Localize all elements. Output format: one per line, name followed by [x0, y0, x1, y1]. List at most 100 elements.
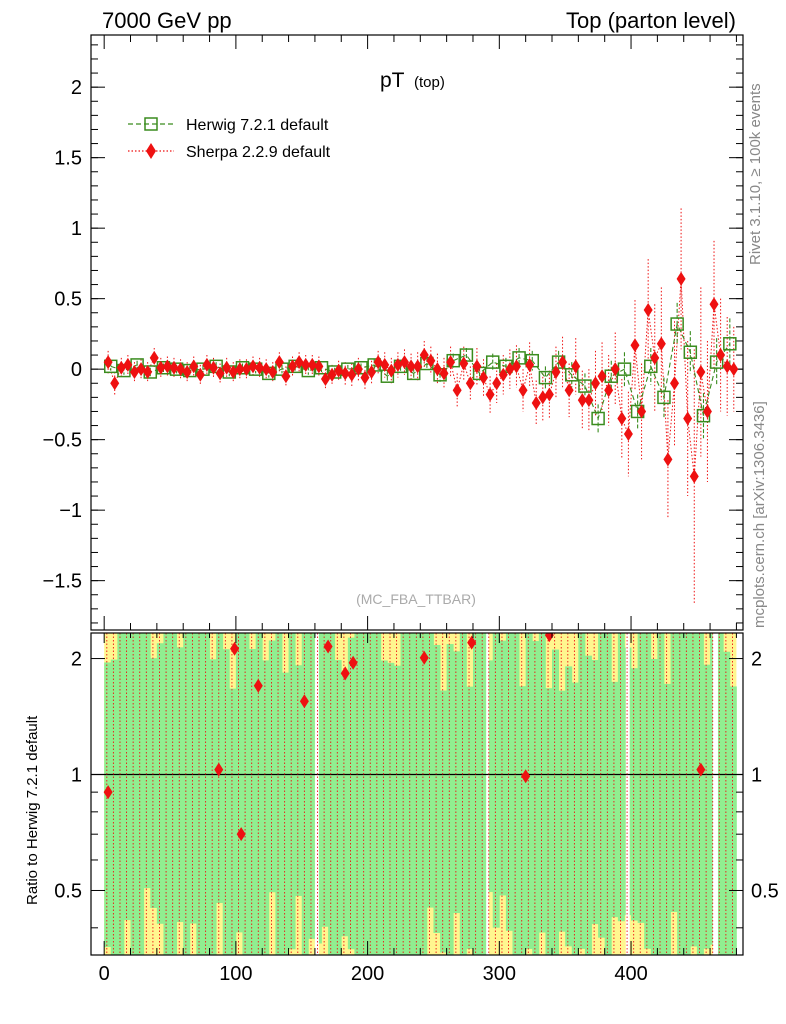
- ratio-inner-band: [584, 655, 592, 955]
- ratio-inner-band: [137, 633, 145, 955]
- ratio-inner-band: [657, 633, 665, 955]
- ratio-inner-band: [558, 690, 566, 932]
- legend-sherpa-marker: [146, 143, 156, 159]
- ratio-inner-band: [703, 664, 711, 949]
- sherpa-point: [637, 404, 647, 419]
- ratio-ytick-label-right: 1: [751, 765, 762, 787]
- main-ytick-label: −1.5: [43, 571, 82, 593]
- sherpa-point: [663, 452, 673, 467]
- main-ytick-label: 1: [71, 218, 82, 240]
- sherpa-point: [380, 357, 390, 372]
- ratio-inner-band: [150, 658, 158, 908]
- ratio-inner-band: [683, 633, 691, 955]
- ratio-ylabel: Ratio to Herwig 7.2.1 default: [24, 715, 41, 905]
- sherpa-point: [162, 359, 172, 374]
- rivet-label: Rivet 3.1.10, ≥ 100k events: [747, 83, 764, 265]
- ratio-inner-band: [565, 666, 573, 947]
- sherpa-point: [676, 271, 686, 286]
- ratio-ytick-label-right: 2: [751, 649, 762, 671]
- sherpa-point: [505, 362, 515, 377]
- ratio-inner-band: [156, 643, 164, 924]
- legend-sherpa-label: Sherpa 2.2.9 default: [186, 144, 331, 161]
- ratio-point: [214, 762, 224, 777]
- sherpa-point: [419, 348, 429, 363]
- herwig-point: [565, 368, 579, 382]
- sherpa-point: [722, 359, 732, 374]
- sherpa-point: [426, 353, 436, 368]
- ratio-inner-band: [268, 640, 276, 893]
- ratio-inner-band: [591, 659, 599, 925]
- main-ytick-label: −0.5: [43, 430, 82, 452]
- ratio-inner-band: [663, 683, 671, 955]
- main-ytick-label: −1: [59, 500, 82, 522]
- sherpa-point: [360, 370, 370, 385]
- sherpa-point: [189, 359, 199, 374]
- sherpa-point: [334, 363, 344, 378]
- sherpa-point: [393, 357, 403, 372]
- sherpa-point: [248, 359, 258, 374]
- sherpa-point: [156, 360, 166, 375]
- mcplots-label: mcplots.cern.ch [arXiv:1306.3436]: [751, 401, 768, 628]
- ratio-inner-band: [505, 633, 513, 931]
- ratio-inner-band: [611, 681, 619, 918]
- sherpa-point: [564, 383, 574, 398]
- sherpa-point: [367, 364, 377, 379]
- sherpa-point: [320, 372, 330, 387]
- sherpa-point: [222, 360, 232, 375]
- ratio-inner-band: [532, 641, 540, 955]
- main-title-sub: (top): [414, 74, 445, 91]
- sherpa-point: [432, 362, 442, 377]
- ratio-xtick-label: 0: [99, 963, 110, 985]
- ratio-inner-band: [400, 633, 408, 955]
- ratio-inner-band: [729, 686, 737, 955]
- herwig-point: [591, 411, 605, 426]
- sherpa-point: [670, 376, 680, 391]
- sherpa-point: [558, 355, 568, 370]
- sherpa-point: [590, 376, 600, 391]
- ratio-inner-band: [361, 633, 369, 955]
- sherpa-point: [386, 363, 396, 378]
- sherpa-point: [485, 387, 495, 402]
- sherpa-point: [650, 350, 660, 365]
- sherpa-point: [492, 376, 502, 391]
- sherpa-point: [301, 357, 311, 372]
- ratio-inner-band: [196, 633, 204, 955]
- ratio-inner-band: [249, 649, 257, 955]
- sherpa-point: [531, 395, 541, 410]
- ratio-inner-band: [637, 633, 645, 923]
- sherpa-point: [353, 362, 363, 377]
- herwig-point: [644, 359, 658, 374]
- ratio-inner-band: [235, 633, 243, 933]
- ratio-inner-band: [723, 651, 731, 955]
- sherpa-point: [340, 366, 350, 381]
- sherpa-point: [169, 360, 179, 375]
- ratio-inner-band: [433, 645, 441, 933]
- ratio-inner-band: [512, 633, 520, 955]
- herwig-point: [538, 370, 553, 385]
- sherpa-point: [604, 383, 614, 398]
- ratio-inner-band: [288, 633, 296, 950]
- legend-herwig-marker: [144, 117, 158, 131]
- sherpa-point: [452, 383, 462, 398]
- sherpa-point: [274, 355, 284, 370]
- sherpa-point: [281, 369, 291, 384]
- ratio-inner-band: [499, 640, 507, 896]
- ratio-inner-band: [538, 633, 546, 933]
- ratio-ticks: 0.5 0.5 1 1 2 2 0 100 200 300 400: [54, 633, 779, 985]
- ratio-inner-band: [446, 644, 454, 955]
- ratio-inner-band: [453, 651, 461, 914]
- ratio-inner-band: [716, 633, 724, 955]
- sherpa-point: [511, 359, 521, 374]
- sherpa-point: [551, 364, 561, 379]
- legend-herwig-label: Herwig 7.2.1 default: [186, 117, 329, 134]
- main-title: pT: [380, 69, 405, 92]
- herwig-point: [578, 379, 592, 393]
- sherpa-point: [459, 356, 469, 371]
- ratio-inner-band: [696, 633, 704, 955]
- main-frame: [90, 34, 744, 631]
- ratio-band-gap: [625, 633, 630, 955]
- ratio-inner-band: [321, 633, 329, 927]
- ratio-band-gap: [486, 633, 489, 955]
- sherpa-point: [610, 362, 620, 377]
- sherpa-point: [373, 355, 383, 370]
